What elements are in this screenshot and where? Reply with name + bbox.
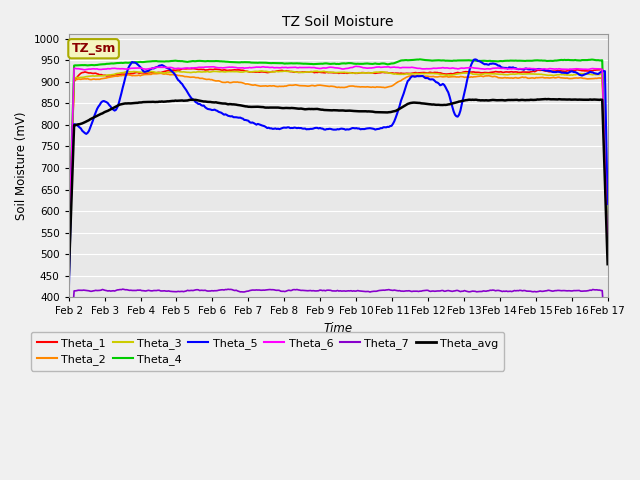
- Theta_3: [455, 71, 463, 77]
- Theta_5: [454, 114, 461, 120]
- Theta_6: [458, 65, 465, 71]
- Theta_4: [455, 58, 463, 63]
- Theta_3: [280, 69, 287, 74]
- Theta_3: [65, 249, 72, 255]
- Theta_3: [405, 71, 413, 77]
- Theta_2: [405, 73, 413, 79]
- Theta_5: [241, 117, 248, 123]
- Theta_avg: [241, 103, 248, 109]
- Theta_2: [157, 71, 164, 76]
- Theta_7: [280, 288, 287, 294]
- Y-axis label: Soil Moisture (mV): Soil Moisture (mV): [15, 111, 28, 220]
- Theta_4: [458, 58, 465, 63]
- Theta_4: [404, 58, 412, 63]
- Theta_1: [604, 244, 611, 250]
- Theta_3: [458, 71, 465, 76]
- Line: Theta_4: Theta_4: [68, 60, 607, 245]
- Theta_2: [455, 74, 463, 80]
- Theta_7: [119, 286, 127, 292]
- Theta_7: [65, 368, 72, 373]
- Theta_avg: [456, 98, 464, 104]
- Theta_6: [278, 64, 286, 70]
- Theta_4: [65, 242, 72, 248]
- Theta_7: [604, 368, 611, 373]
- Theta_3: [241, 69, 248, 74]
- Theta_6: [405, 65, 413, 71]
- X-axis label: Time: Time: [324, 322, 353, 335]
- Theta_5: [456, 108, 464, 114]
- Theta_avg: [65, 276, 72, 281]
- Theta_2: [604, 249, 611, 255]
- Theta_1: [189, 66, 197, 72]
- Theta_7: [242, 288, 250, 294]
- Text: TZ_sm: TZ_sm: [72, 42, 116, 55]
- Line: Theta_2: Theta_2: [68, 73, 607, 253]
- Theta_6: [604, 245, 611, 251]
- Theta_3: [604, 247, 611, 252]
- Title: TZ Soil Moisture: TZ Soil Moisture: [282, 15, 394, 29]
- Theta_6: [241, 65, 248, 71]
- Theta_7: [455, 288, 463, 294]
- Theta_3: [258, 68, 266, 74]
- Line: Theta_1: Theta_1: [68, 69, 607, 257]
- Theta_5: [278, 125, 286, 131]
- Theta_7: [131, 288, 139, 293]
- Theta_6: [130, 65, 138, 71]
- Theta_5: [130, 60, 138, 65]
- Theta_2: [458, 74, 465, 80]
- Theta_5: [472, 57, 479, 62]
- Legend: Theta_1, Theta_2, Theta_3, Theta_4, Theta_5, Theta_6, Theta_7, Theta_avg: Theta_1, Theta_2, Theta_3, Theta_4, Thet…: [31, 332, 504, 371]
- Theta_4: [604, 240, 611, 245]
- Theta_2: [280, 84, 287, 89]
- Theta_avg: [130, 100, 138, 106]
- Theta_6: [65, 244, 72, 250]
- Theta_1: [242, 68, 250, 74]
- Line: Theta_avg: Theta_avg: [68, 99, 607, 278]
- Theta_1: [458, 70, 465, 75]
- Theta_4: [241, 59, 248, 65]
- Line: Theta_7: Theta_7: [68, 289, 607, 371]
- Theta_1: [130, 71, 138, 76]
- Theta_avg: [545, 96, 552, 102]
- Theta_7: [405, 288, 413, 294]
- Line: Theta_3: Theta_3: [68, 71, 607, 252]
- Theta_2: [242, 81, 250, 87]
- Theta_5: [404, 78, 412, 84]
- Theta_avg: [454, 99, 461, 105]
- Theta_6: [353, 63, 360, 69]
- Theta_2: [130, 72, 138, 78]
- Line: Theta_5: Theta_5: [68, 60, 607, 297]
- Theta_avg: [404, 101, 412, 107]
- Theta_5: [65, 294, 72, 300]
- Theta_avg: [604, 261, 611, 267]
- Theta_1: [65, 254, 72, 260]
- Theta_avg: [278, 105, 286, 111]
- Theta_4: [130, 60, 138, 65]
- Theta_6: [455, 66, 463, 72]
- Theta_4: [278, 60, 286, 66]
- Theta_1: [455, 70, 463, 76]
- Theta_3: [130, 69, 138, 74]
- Theta_1: [280, 68, 287, 74]
- Theta_2: [65, 250, 72, 256]
- Line: Theta_6: Theta_6: [68, 66, 607, 248]
- Theta_4: [416, 57, 424, 62]
- Theta_5: [604, 201, 611, 207]
- Theta_7: [458, 288, 465, 294]
- Theta_1: [405, 71, 413, 76]
